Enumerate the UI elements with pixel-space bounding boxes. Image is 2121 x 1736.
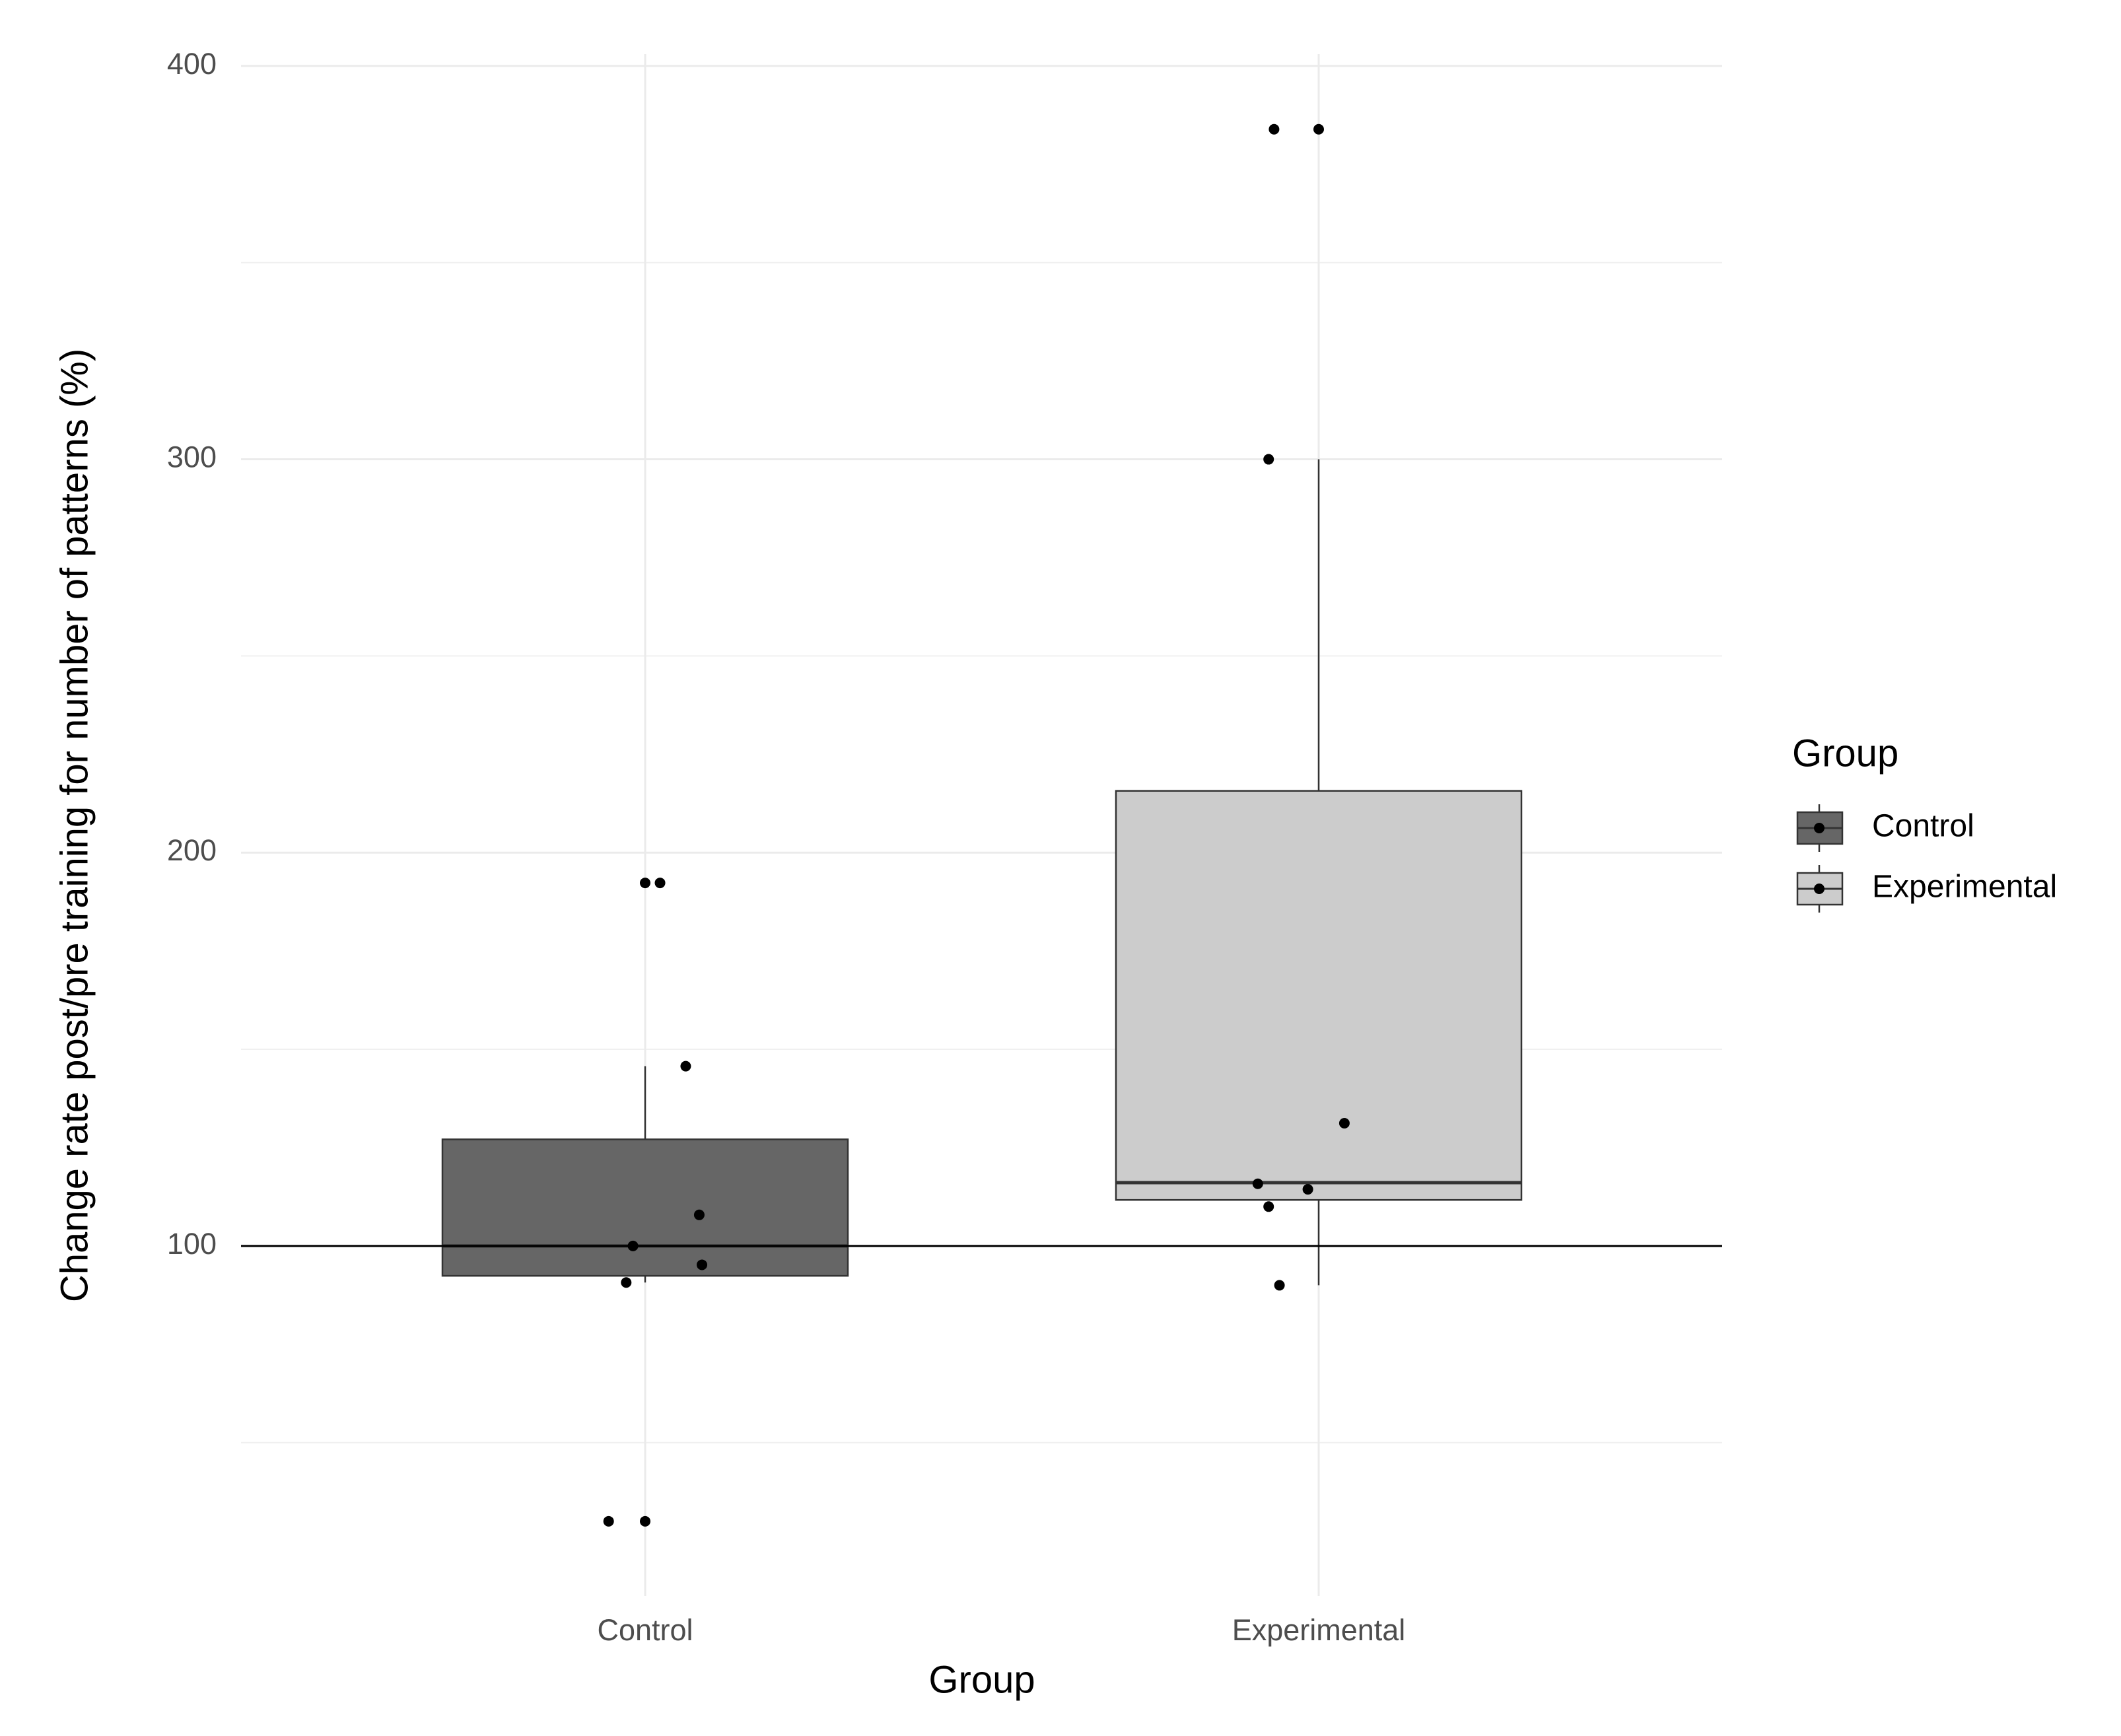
point [1302,1184,1313,1195]
y-axis-title: Change rate post/pre training for number… [53,349,96,1302]
point [1339,1118,1350,1129]
legend-point [1814,884,1825,894]
box [441,1138,849,1277]
legend-point [1814,823,1825,833]
point [680,1060,691,1072]
point [1269,123,1280,135]
legend-label: Experimental [1872,870,2057,905]
y-tick-label: 400 [167,47,217,81]
point [697,1259,708,1270]
point [640,878,650,889]
point [640,1515,650,1527]
point [621,1277,632,1288]
point [1263,1201,1274,1212]
point [627,1240,639,1251]
point [1313,123,1324,135]
y-tick-label: 300 [167,440,217,473]
box [1115,790,1523,1201]
legend-title: Group [1792,732,1898,775]
point [654,878,666,889]
x-tick-label: Control [597,1613,693,1647]
x-tick-label: Experimental [1232,1613,1406,1647]
point [1274,1280,1285,1291]
point [693,1209,705,1220]
point [603,1515,614,1527]
point [1263,454,1274,465]
y-tick-label: 100 [167,1227,217,1261]
x-axis-title: Group [928,1658,1035,1701]
y-tick-label: 200 [167,833,217,867]
point [1252,1178,1263,1189]
legend-label: Control [1872,809,1974,844]
